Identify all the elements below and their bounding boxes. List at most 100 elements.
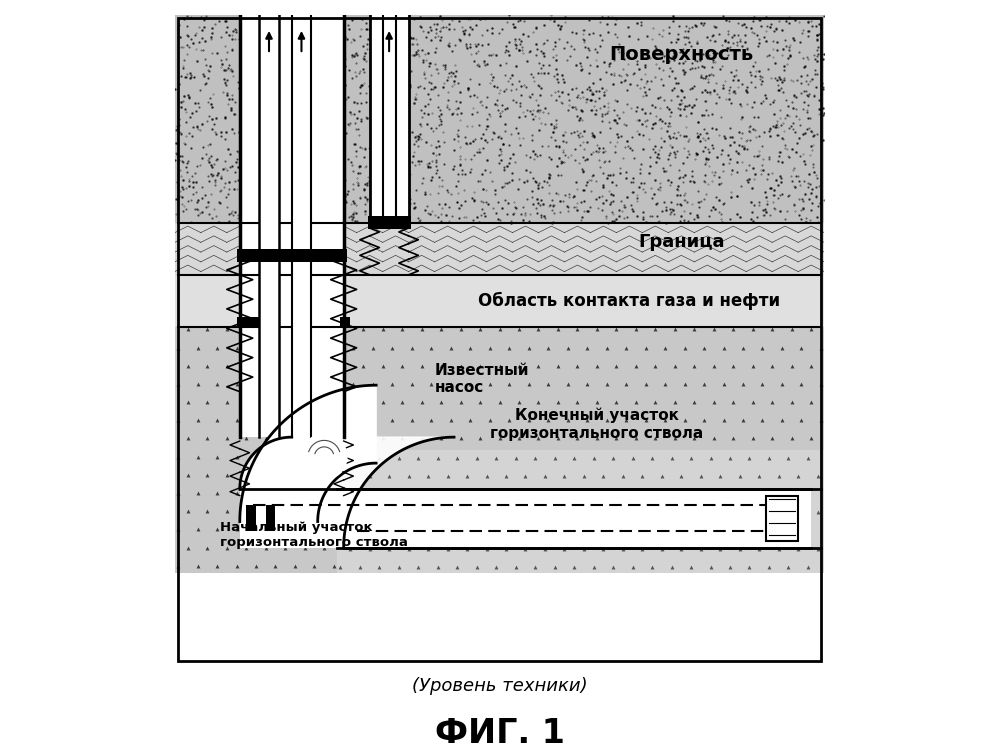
Circle shape [643,312,658,326]
Circle shape [552,312,567,326]
Circle shape [589,279,603,294]
Bar [370,15,409,223]
Circle shape [752,312,767,326]
Circle shape [780,296,794,310]
Circle shape [471,296,486,310]
Circle shape [707,296,721,310]
Text: Известный
насос: Известный насос [435,362,529,395]
Circle shape [570,279,585,294]
Circle shape [789,312,803,326]
Circle shape [335,312,349,326]
Text: Область контакта газа и нефти: Область контакта газа и нефти [479,291,780,310]
Circle shape [561,296,576,310]
Circle shape [308,296,322,310]
Circle shape [762,296,776,310]
Circle shape [680,279,694,294]
Circle shape [444,312,458,326]
Bar [368,217,411,230]
Text: (Уровень техники): (Уровень техники) [412,677,587,695]
Circle shape [289,296,304,310]
Bar [240,15,344,437]
Circle shape [689,296,703,310]
Bar [765,495,798,541]
Circle shape [326,296,340,310]
Circle shape [771,279,785,294]
Circle shape [698,312,712,326]
Circle shape [816,296,830,310]
Circle shape [362,296,377,310]
Circle shape [189,279,204,294]
Circle shape [698,279,712,294]
Text: Поверхность: Поверхность [609,45,753,63]
Bar [240,489,811,547]
Circle shape [171,279,185,294]
Circle shape [543,296,557,310]
Circle shape [371,279,386,294]
Bar [338,450,824,574]
Circle shape [235,296,249,310]
Circle shape [552,279,567,294]
Circle shape [752,279,767,294]
Circle shape [426,312,440,326]
Circle shape [534,279,548,294]
Text: Граница: Граница [638,233,724,251]
Circle shape [580,296,594,310]
Circle shape [625,279,639,294]
Circle shape [516,312,530,326]
Bar [237,251,256,260]
Bar [383,15,396,223]
Text: ФИГ. 1: ФИГ. 1 [435,717,564,750]
Circle shape [280,312,295,326]
Circle shape [734,312,749,326]
Circle shape [516,279,530,294]
Circle shape [607,279,621,294]
Circle shape [725,296,739,310]
Circle shape [716,279,730,294]
Circle shape [643,279,658,294]
Circle shape [335,279,349,294]
Bar [266,505,276,532]
Bar [237,317,260,327]
Bar [260,15,279,437]
Circle shape [462,279,477,294]
Circle shape [462,312,477,326]
Circle shape [652,296,667,310]
Circle shape [807,312,821,326]
Circle shape [525,296,539,310]
Circle shape [798,296,812,310]
Circle shape [371,312,386,326]
Circle shape [390,279,404,294]
Bar [247,505,256,532]
Circle shape [734,279,749,294]
Circle shape [208,312,222,326]
Circle shape [671,296,685,310]
Bar [175,15,824,223]
Circle shape [399,296,413,310]
Circle shape [426,279,440,294]
Circle shape [180,296,195,310]
Circle shape [171,312,185,326]
Circle shape [680,312,694,326]
Circle shape [634,296,648,310]
Circle shape [262,279,276,294]
Circle shape [417,296,431,310]
Circle shape [217,296,231,310]
Circle shape [271,296,286,310]
Bar [237,249,347,262]
Circle shape [807,279,821,294]
Circle shape [743,296,758,310]
Polygon shape [240,437,455,547]
Circle shape [435,296,449,310]
Circle shape [299,312,313,326]
Circle shape [481,312,495,326]
Bar [292,15,312,437]
Circle shape [598,296,612,310]
Circle shape [716,312,730,326]
Circle shape [408,279,422,294]
Circle shape [607,312,621,326]
Circle shape [344,296,358,310]
Circle shape [317,312,331,326]
Circle shape [208,279,222,294]
Circle shape [226,312,240,326]
Circle shape [661,279,676,294]
